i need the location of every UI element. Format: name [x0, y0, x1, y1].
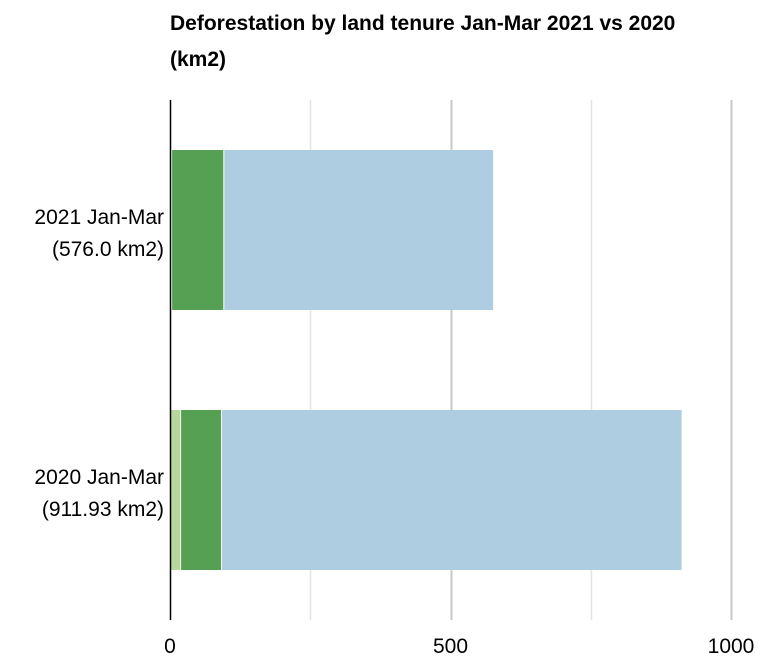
category-total-label: (576.0 km2)	[52, 238, 164, 261]
x-tick-label: 1000	[708, 635, 755, 658]
category-labels: 2021 Jan-Mar (576.0 km2) 2020 Jan-Mar (911.…	[34, 206, 164, 521]
x-tick-labels: 0 500 1000	[164, 635, 754, 658]
chart-title: Deforestation by land tenure Jan-Mar 202…	[170, 12, 676, 71]
category-label: 2021 Jan-Mar	[34, 206, 164, 229]
bar-segment	[181, 410, 222, 570]
bars	[171, 150, 682, 570]
category-total-label: (911.93 km2)	[42, 498, 164, 521]
x-tick-label: 500	[433, 635, 468, 658]
category-label: 2020 Jan-Mar	[34, 466, 164, 489]
bar-segment	[172, 150, 224, 310]
bar-segment	[224, 150, 494, 310]
bar-segment	[171, 410, 181, 570]
bar-segment	[222, 410, 682, 570]
x-tick-label: 0	[164, 635, 176, 658]
